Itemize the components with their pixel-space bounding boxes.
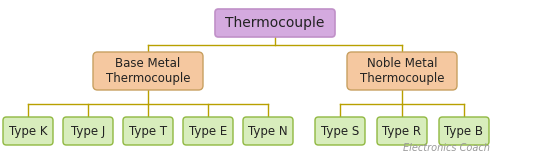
Text: Base Metal
Thermocouple: Base Metal Thermocouple: [106, 57, 190, 85]
FancyBboxPatch shape: [63, 117, 113, 145]
FancyBboxPatch shape: [215, 9, 335, 37]
FancyBboxPatch shape: [243, 117, 293, 145]
Text: Type E: Type E: [189, 124, 227, 137]
FancyBboxPatch shape: [377, 117, 427, 145]
Text: Type T: Type T: [129, 124, 167, 137]
FancyBboxPatch shape: [183, 117, 233, 145]
FancyBboxPatch shape: [347, 52, 457, 90]
Text: Type B: Type B: [444, 124, 483, 137]
FancyBboxPatch shape: [123, 117, 173, 145]
Text: Noble Metal
Thermocouple: Noble Metal Thermocouple: [360, 57, 444, 85]
Text: Thermocouple: Thermocouple: [226, 16, 324, 30]
FancyBboxPatch shape: [439, 117, 489, 145]
Text: Type J: Type J: [71, 124, 105, 137]
Text: Electronics Coach: Electronics Coach: [403, 143, 490, 153]
FancyBboxPatch shape: [93, 52, 203, 90]
Text: Type K: Type K: [9, 124, 47, 137]
FancyBboxPatch shape: [315, 117, 365, 145]
Text: Type S: Type S: [321, 124, 359, 137]
Text: Type R: Type R: [382, 124, 421, 137]
FancyBboxPatch shape: [3, 117, 53, 145]
Text: Type N: Type N: [248, 124, 288, 137]
